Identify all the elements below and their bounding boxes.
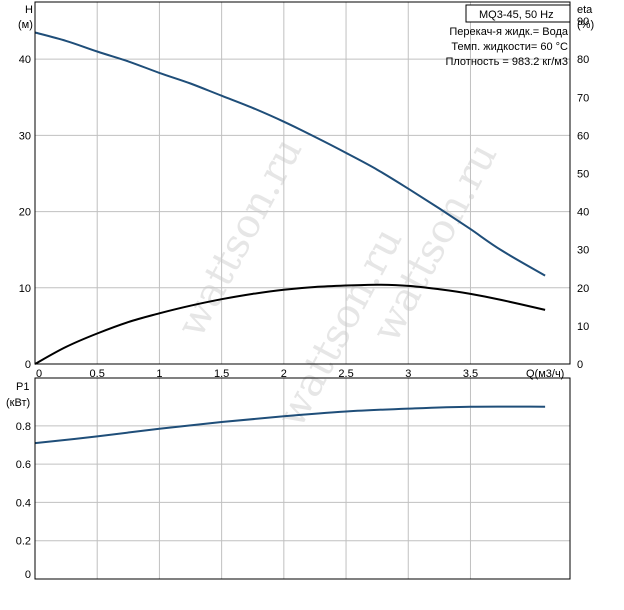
y-right-label-line1: eta xyxy=(577,4,593,16)
y-left-tick-label: 40 xyxy=(19,54,31,66)
y-right-tick-label: 0 xyxy=(577,359,583,371)
p1-tick-label: 0.8 xyxy=(16,421,31,433)
head-curve xyxy=(34,31,546,277)
p1-label-line2: (кВт) xyxy=(6,397,30,409)
y-left-tick-label: 10 xyxy=(19,283,31,295)
y-left-label-line2: (м) xyxy=(18,19,33,31)
x-tick-label: 2 xyxy=(281,368,287,380)
y-right-tick-label: 90 xyxy=(577,16,589,28)
p1-label-line1: P1 xyxy=(16,381,29,393)
tick-labels: 0 0.5 1 1.5 2 2.5 3 3.5 0 10 20 30 40 0 10 20 30 40 50 60 70… xyxy=(16,16,590,581)
x-tick-label: 0.5 xyxy=(90,368,105,380)
curves xyxy=(34,31,546,445)
x-tick-label: 3.5 xyxy=(463,368,478,380)
y-right-tick-label: 10 xyxy=(577,321,589,333)
x-axis-label: Q(м3/ч) xyxy=(526,368,564,380)
watermark-1: wattson.ru xyxy=(168,130,311,344)
y-right-tick-label: 40 xyxy=(577,207,589,219)
y-right-tick-label: 60 xyxy=(577,130,589,142)
p1-tick-label: 0.2 xyxy=(16,536,31,548)
annotation-density: Плотность = 983.2 кг/м3 xyxy=(445,56,568,68)
annotation-temperature: Темп. жидкости= 60 °C xyxy=(451,41,568,53)
y-right-tick-label: 20 xyxy=(577,283,589,295)
efficiency-curve xyxy=(34,283,546,365)
y-left-tick-label: 0 xyxy=(25,359,31,371)
y-right-tick-label: 70 xyxy=(577,92,589,104)
x-tick-label: 0 xyxy=(36,368,42,380)
chart-title: MQ3-45, 50 Hz xyxy=(479,9,554,21)
x-tick-label: 2.5 xyxy=(338,368,353,380)
top-plot-frame xyxy=(34,1,571,365)
p1-tick-label: 0.6 xyxy=(16,459,31,471)
y-right-tick-label: 30 xyxy=(577,245,589,257)
p1-tick-label: 0 xyxy=(25,569,31,581)
y-right-tick-label: 80 xyxy=(577,54,589,66)
bottom-plot-frame xyxy=(34,377,571,580)
x-tick-label: 1.5 xyxy=(214,368,229,380)
annotation-fluid: Перекач-я жидк.= Вода xyxy=(449,26,568,38)
power-curve xyxy=(34,405,546,445)
y-right-tick-label: 50 xyxy=(577,168,589,180)
y-right-label-line2: (%) xyxy=(577,19,594,31)
title-box xyxy=(465,4,571,23)
x-tick-label: 1 xyxy=(156,368,162,380)
x-tick-label: 3 xyxy=(405,368,411,380)
y-left-tick-label: 20 xyxy=(19,207,31,219)
y-left-label-line1: H xyxy=(25,4,33,16)
y-left-tick-label: 30 xyxy=(19,130,31,142)
p1-tick-label: 0.4 xyxy=(16,497,31,509)
